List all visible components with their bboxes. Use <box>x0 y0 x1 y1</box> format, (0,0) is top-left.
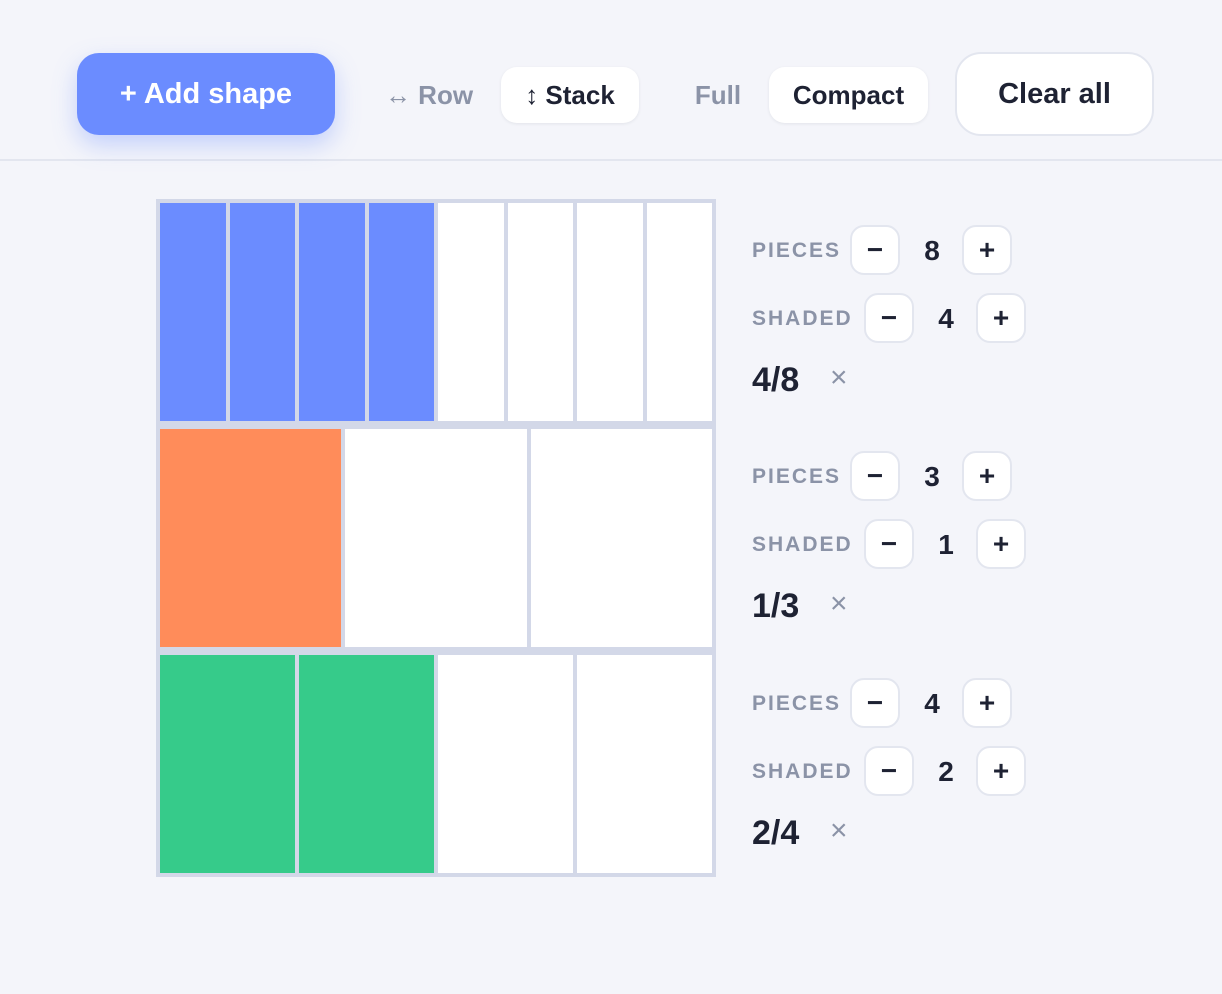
add-shape-button[interactable]: + Add shape <box>77 53 335 135</box>
empty-piece[interactable] <box>530 429 712 647</box>
shaded-value: 1 <box>938 529 954 560</box>
shaded-piece[interactable] <box>299 655 434 873</box>
pieces-decrement-button[interactable]: − <box>850 225 900 275</box>
fraction-stack <box>156 199 716 877</box>
fraction-label: 1/3 <box>752 587 800 625</box>
remove-shape-icon[interactable]: × <box>830 587 848 620</box>
empty-piece[interactable] <box>577 655 712 873</box>
pieces-increment-button[interactable]: + <box>962 225 1012 275</box>
shaded-label: SHADED <box>752 533 853 556</box>
fraction-bar-3 <box>160 655 712 873</box>
empty-piece[interactable] <box>438 203 504 421</box>
remove-shape-icon[interactable]: × <box>830 361 848 394</box>
pieces-value: 4 <box>924 688 940 719</box>
pieces-value: 8 <box>924 235 940 266</box>
shaded-value: 2 <box>938 756 954 787</box>
pieces-label: PIECES <box>752 465 842 488</box>
empty-piece[interactable] <box>646 203 712 421</box>
fraction-bar-2 <box>160 429 712 647</box>
fraction-bar-1 <box>160 203 712 421</box>
empty-piece[interactable] <box>577 203 643 421</box>
shaded-increment-button[interactable]: + <box>976 293 1026 343</box>
remove-shape-icon[interactable]: × <box>830 814 848 847</box>
toolbar: + Add shape ↔ Row ↕ Stack Full Compact C… <box>0 0 1222 161</box>
shaded-decrement-button[interactable]: − <box>864 746 914 796</box>
pieces-increment-button[interactable]: + <box>962 678 1012 728</box>
pieces-decrement-button[interactable]: − <box>850 451 900 501</box>
shaded-piece[interactable] <box>229 203 295 421</box>
pieces-label: PIECES <box>752 239 842 262</box>
fraction-label: 2/4 <box>752 814 800 852</box>
shaded-piece[interactable] <box>368 203 434 421</box>
shaded-increment-button[interactable]: + <box>976 746 1026 796</box>
shaded-piece[interactable] <box>160 203 226 421</box>
shaded-value: 4 <box>938 303 954 334</box>
shaded-piece[interactable] <box>160 655 295 873</box>
pieces-label: PIECES <box>752 692 842 715</box>
shaded-decrement-button[interactable]: − <box>864 293 914 343</box>
shaded-piece[interactable] <box>299 203 365 421</box>
stack-layout-toggle[interactable]: ↕ Stack <box>501 67 639 123</box>
empty-piece[interactable] <box>507 203 573 421</box>
compact-view-toggle[interactable]: Compact <box>769 67 928 123</box>
pieces-value: 3 <box>924 461 940 492</box>
shaded-decrement-button[interactable]: − <box>864 519 914 569</box>
shaded-piece[interactable] <box>160 429 342 647</box>
shaded-label: SHADED <box>752 760 853 783</box>
shaded-label: SHADED <box>752 307 853 330</box>
shaded-increment-button[interactable]: + <box>976 519 1026 569</box>
pieces-decrement-button[interactable]: − <box>850 678 900 728</box>
fraction-label: 4/8 <box>752 361 800 399</box>
row-layout-toggle[interactable]: ↔ Row <box>384 79 474 110</box>
empty-piece[interactable] <box>438 655 573 873</box>
pieces-increment-button[interactable]: + <box>962 451 1012 501</box>
full-view-toggle[interactable]: Full <box>694 79 742 110</box>
clear-all-button[interactable]: Clear all <box>955 52 1154 136</box>
empty-piece[interactable] <box>345 429 527 647</box>
